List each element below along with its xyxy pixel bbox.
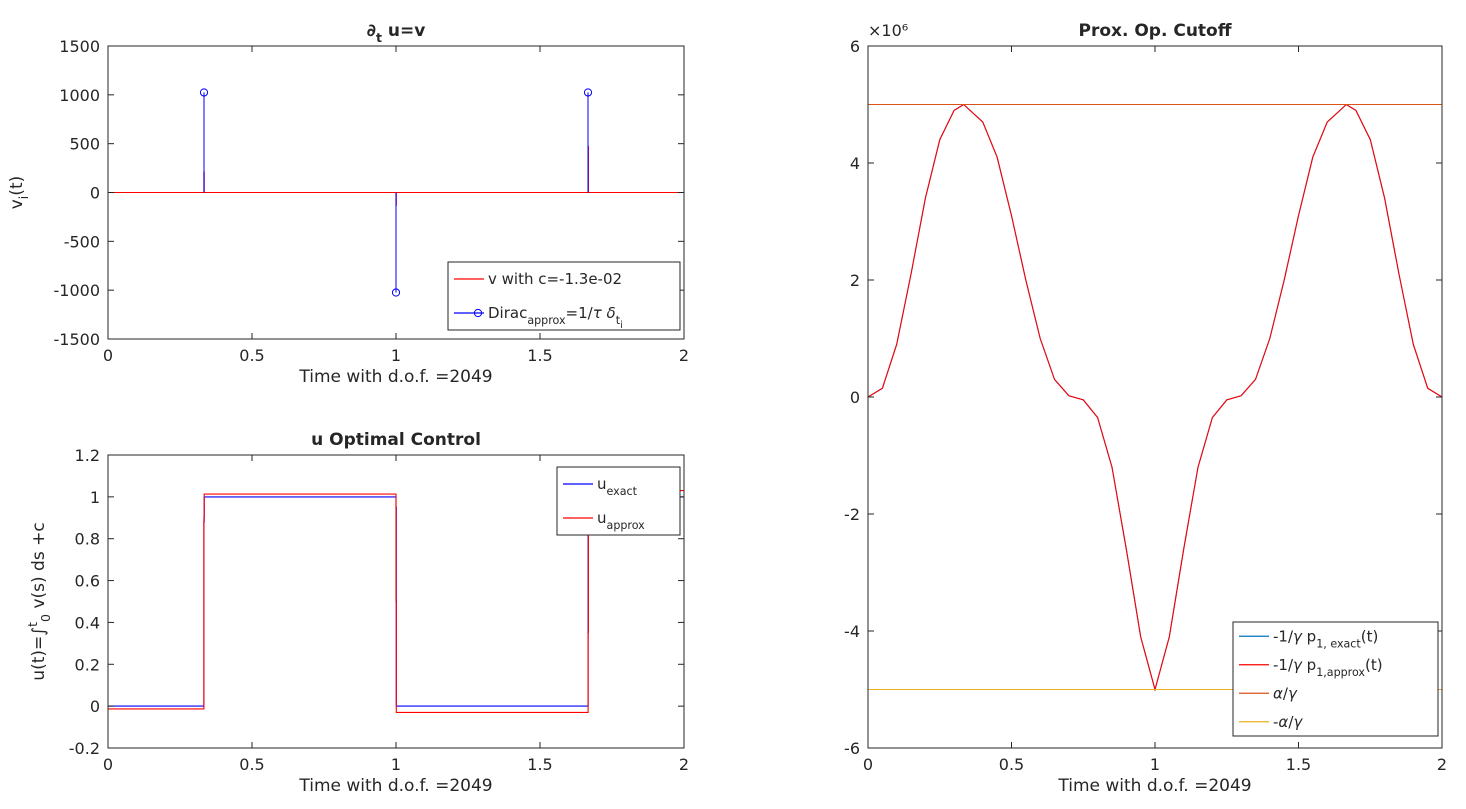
x-tick-label: 1.5: [527, 755, 552, 774]
legend-entry: uexact: [597, 475, 638, 498]
y-tick-label: -1000: [54, 281, 101, 300]
x-tick-label: 0: [863, 755, 873, 774]
stem-marker: [391, 288, 401, 297]
chart-title: ∂t u=v: [367, 21, 426, 45]
y-tick-label: 0.4: [75, 613, 100, 632]
legend: -1/γ p1, exact(t) -1/γ p1,approx(t) α/γ -α/…: [1232, 621, 1439, 737]
chart-2: 0 0.5 1 1.5 2-0.200.20.40.60.811.2u Optimal …: [25, 430, 689, 796]
chart-3: 0 0.5 1 1.5 2 -6 -4 -2 0 2 4 6 Prox. Op. Cutoff Time …: [844, 21, 1447, 796]
y-tick-label: 0: [850, 388, 860, 407]
y-tick-label: -1500: [54, 330, 101, 349]
legend: v with c=-1.3e-02 Diracapprox=1/τ δti: [447, 261, 681, 331]
legend-box: [447, 261, 681, 331]
series-line-2: [108, 490, 684, 713]
y-tick-label: 0.6: [75, 572, 100, 591]
x-axis-label: Time with d.o.f. =2049: [298, 776, 492, 796]
x-tick-label: 1.5: [527, 346, 552, 365]
legend-entry: uapprox: [597, 509, 645, 532]
y-tick-label: 2: [850, 271, 860, 290]
legend-box: [556, 466, 681, 536]
y-axis-label: u(t)=∫t0 v(s) ds +c: [25, 522, 53, 680]
series-layer: [108, 88, 684, 297]
legend-entry: -1/γ p1, exact(t): [1273, 627, 1378, 650]
y-tick-label: -2: [844, 505, 860, 524]
y-tick-label: -6: [844, 739, 860, 758]
legend-entry: -1/γ p1,approx(t): [1273, 656, 1383, 679]
y-tick-label: 6: [850, 37, 860, 56]
y-tick-label: -0.2: [69, 739, 100, 758]
legend-box: [1232, 621, 1439, 737]
x-tick-label: 2: [679, 755, 689, 774]
x-tick-label: 1: [391, 755, 401, 774]
legend-entry: -α/γ: [1273, 713, 1303, 731]
y-tick-label: -500: [64, 232, 100, 251]
x-tick-label: 0.5: [999, 755, 1024, 774]
chart-1: 0 0.5 1 1.5 2 -1500 -1000 -500 0 500 1000 1500 ∂t u=…: [7, 21, 689, 387]
x-tick-label: 0.5: [239, 755, 264, 774]
y-tick-label: 1500: [59, 37, 100, 56]
x-tick-label: 0.5: [239, 346, 264, 365]
x-tick-label: 0: [103, 755, 113, 774]
y-tick-label: 0: [90, 697, 100, 716]
x-tick-label: 2: [679, 346, 689, 365]
stem-marker: [583, 88, 593, 97]
x-tick-label: 1.5: [1286, 755, 1311, 774]
y-tick-label: -4: [844, 622, 860, 641]
y-exponent-label: ×10⁶: [868, 21, 908, 40]
x-tick-label: 1: [1150, 755, 1160, 774]
x-tick-label: 0: [103, 346, 113, 365]
y-tick-label: 0: [90, 184, 100, 203]
x-tick-label: 1: [391, 346, 401, 365]
legend: uexact uapprox: [556, 466, 681, 536]
legend-marker: [473, 308, 483, 318]
y-tick-label: 0.8: [75, 530, 100, 549]
y-tick-label: 0.2: [75, 655, 100, 674]
y-axis-label: vi(t): [7, 176, 31, 210]
x-tick-label: 2: [1437, 755, 1447, 774]
x-axis-label: Time with d.o.f. =2049: [1057, 776, 1251, 796]
x-axis-label: Time with d.o.f. =2049: [298, 367, 492, 387]
y-tick-label: 500: [69, 135, 100, 154]
chart-title: u Optimal Control: [311, 430, 481, 450]
y-tick-label: 4: [850, 154, 860, 173]
y-tick-label: 1000: [59, 86, 100, 105]
legend-entry: Diracapprox=1/τ δti: [488, 304, 623, 331]
y-tick-label: 1.2: [75, 446, 100, 465]
y-tick-label: 1: [90, 488, 100, 507]
legend-entry: α/γ: [1273, 684, 1298, 702]
series-layer: [868, 103, 1442, 692]
chart-title: Prox. Op. Cutoff: [1078, 21, 1231, 41]
legend-entry: v with c=-1.3e-02: [488, 270, 622, 288]
stem-marker: [199, 88, 209, 97]
